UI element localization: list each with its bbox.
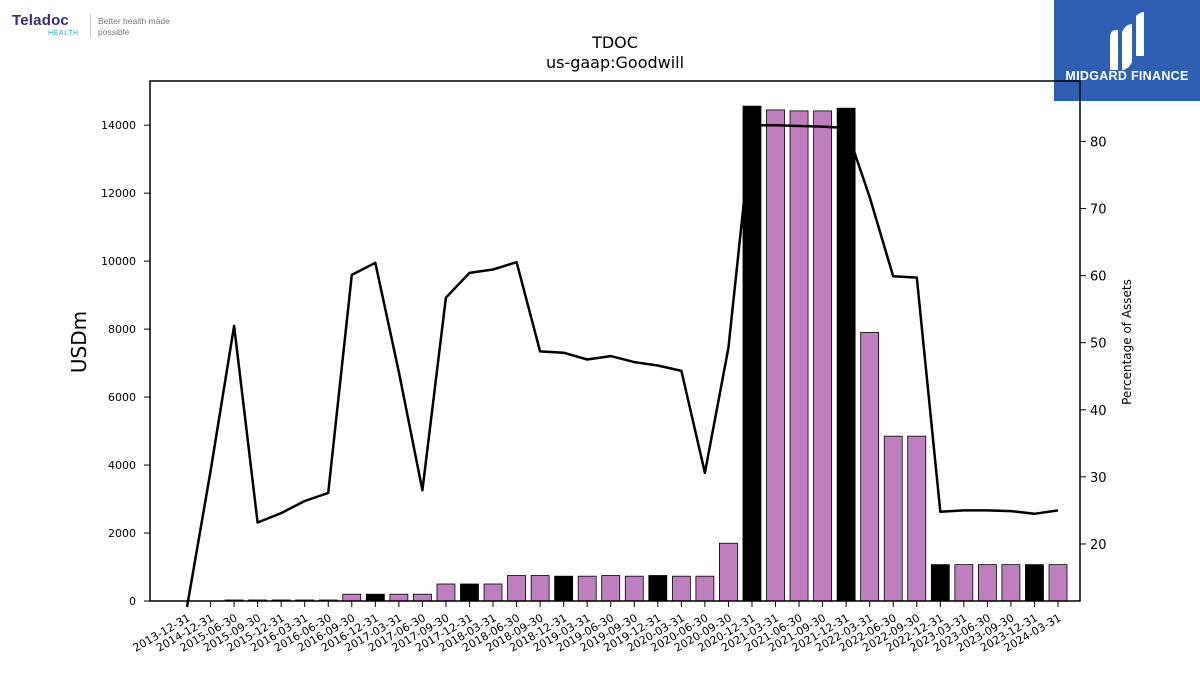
bar (342, 593, 362, 602)
y2-tick-label: 50 (1090, 337, 1107, 352)
bar (577, 575, 597, 602)
bar (436, 583, 456, 602)
bar (695, 575, 715, 602)
bar (1001, 564, 1021, 602)
y2-tick-label: 60 (1090, 270, 1107, 285)
y-tick-label: 4000 (108, 459, 136, 472)
bar (719, 542, 738, 602)
bar (413, 593, 432, 602)
brand-divider (90, 14, 91, 38)
bar (554, 575, 574, 602)
plot-frame (149, 80, 1081, 602)
brand-name: Teladoc (12, 12, 69, 29)
y2-tick-label: 30 (1090, 471, 1107, 486)
bar (365, 593, 385, 602)
bar (601, 575, 621, 602)
brand-sub: HEALTH (48, 30, 79, 37)
y-tick-label: 10000 (101, 255, 136, 268)
y-tick-label: 2000 (108, 527, 136, 540)
y-axis-label: USDm (67, 311, 91, 373)
bar (954, 564, 974, 602)
bar (1048, 564, 1068, 602)
plot-area: 0 2000 4000 6000 8000 10000 12000 14000 20 30 40 50… (101, 80, 1107, 655)
percentage-line (185, 124, 1059, 608)
bar (789, 110, 809, 602)
y-tick-label: 6000 (108, 391, 136, 404)
y-tick-label: 14000 (101, 119, 136, 132)
midgard-finance-watermark: MIDGARD FINANCE (1054, 0, 1200, 101)
bar (671, 575, 691, 602)
chart-subtitle: us-gaap:Goodwill (546, 53, 684, 72)
bar (389, 593, 409, 602)
y2-tick-label: 40 (1090, 404, 1107, 419)
y2-tick-label: 70 (1090, 202, 1107, 217)
bar (648, 575, 668, 602)
bar (507, 575, 526, 602)
bar (930, 564, 950, 602)
bar (883, 435, 903, 602)
bar (1025, 564, 1044, 602)
y-tick-label: 12000 (101, 187, 136, 200)
y2-tick-label: 80 (1090, 135, 1107, 150)
bar (766, 109, 785, 602)
bar (460, 583, 479, 602)
bar (624, 575, 644, 602)
bar (836, 107, 856, 602)
teladoc-logo: Teladoc HEALTH Better health made possib… (12, 10, 172, 42)
bar (530, 575, 550, 602)
bar (907, 435, 927, 602)
bar (860, 332, 880, 602)
midgard-logo-icon (1110, 12, 1144, 70)
watermark-text: MIDGARD FINANCE (1065, 69, 1189, 83)
y2-axis-label: Percentage of Assets (1120, 279, 1134, 405)
bar (813, 110, 832, 602)
y-tick-label: 0 (129, 595, 136, 608)
y2-tick-label: 20 (1090, 538, 1107, 553)
chart-title: TDOC (591, 33, 638, 52)
brand-tagline: Better health made possible (98, 16, 170, 37)
bar (977, 564, 997, 602)
bar (483, 583, 503, 602)
y-tick-label: 8000 (108, 323, 136, 336)
